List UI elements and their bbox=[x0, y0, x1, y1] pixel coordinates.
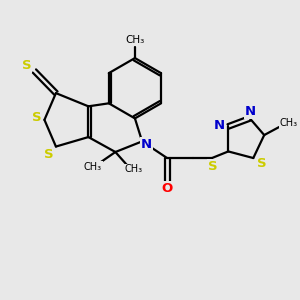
Text: N: N bbox=[141, 138, 152, 151]
Text: S: S bbox=[257, 157, 267, 170]
Text: S: S bbox=[32, 111, 41, 124]
Text: CH₃: CH₃ bbox=[280, 118, 298, 128]
Text: S: S bbox=[22, 59, 31, 72]
Text: O: O bbox=[161, 182, 173, 195]
Text: S: S bbox=[44, 148, 54, 161]
Text: S: S bbox=[208, 160, 218, 172]
Text: N: N bbox=[245, 105, 256, 118]
Text: CH₃: CH₃ bbox=[84, 162, 102, 172]
Text: CH₃: CH₃ bbox=[124, 164, 142, 174]
Text: N: N bbox=[214, 118, 225, 131]
Text: CH₃: CH₃ bbox=[125, 35, 145, 45]
